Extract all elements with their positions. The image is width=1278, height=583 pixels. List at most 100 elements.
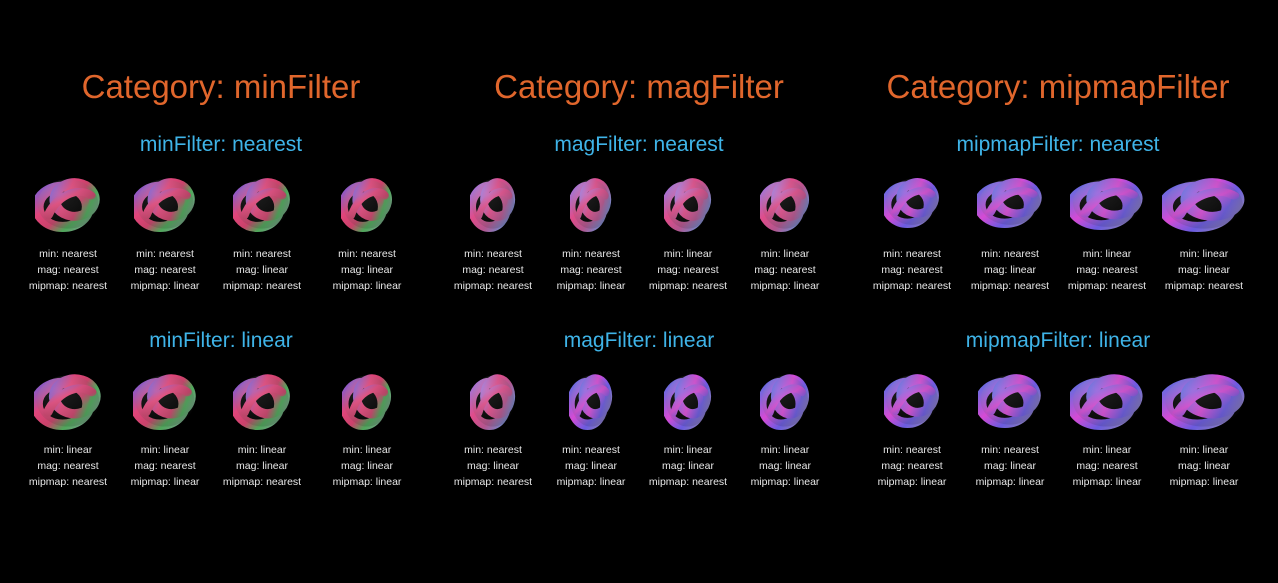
- filter-labels: min: nearest mag: nearest mipmap: neares…: [10, 246, 126, 294]
- filter-labels: min: linear mag: nearest mipmap: nearest: [10, 442, 126, 490]
- mag-label: mag: nearest: [134, 264, 196, 276]
- torus-knot-icon: [760, 374, 809, 430]
- category-minfilter: Category: minFilter minFilter: nearest m…: [11, 70, 431, 488]
- min-label: min: linear: [760, 444, 810, 456]
- min-label: min: nearest: [562, 444, 620, 456]
- torus-knot-icon: [1070, 374, 1143, 430]
- torus-knot-icon: [884, 178, 939, 228]
- group-magfilter-linear: magFilter: linear min: nearest mag: line…: [429, 329, 849, 488]
- thumbnail-cell: min: linear mag: linear mipmap: linear: [1154, 372, 1254, 492]
- category-title: Category: mipmapFilter: [886, 68, 1230, 105]
- mag-label: mag: nearest: [37, 264, 99, 276]
- min-label: min: nearest: [981, 444, 1039, 456]
- thumbnail-cell: min: linear mag: linear mipmap: nearest: [1154, 176, 1254, 296]
- min-label: min: nearest: [233, 248, 291, 260]
- mag-label: mag: nearest: [462, 264, 524, 276]
- torus-knot-icon: [342, 374, 391, 430]
- thumbnail-cell: min: linear mag: nearest mipmap: linear: [1057, 372, 1157, 492]
- category-title: Category: magFilter: [494, 68, 784, 105]
- mipmap-label: mipmap: nearest: [648, 280, 728, 292]
- mipmap-label: mipmap: nearest: [648, 476, 728, 488]
- group-title: mipmapFilter: nearest: [956, 133, 1160, 156]
- min-label: min: linear: [140, 444, 190, 456]
- mag-label: mag: linear: [759, 460, 811, 472]
- thumbnail-row: min: nearest mag: nearest mipmap: neares…: [848, 176, 1268, 296]
- group-minfilter-linear: minFilter: linear min: linear mag: neare…: [11, 330, 431, 488]
- filter-labels: min: linear mag: linear mipmap: nearest: [204, 442, 320, 490]
- mag-label: mag: linear: [984, 460, 1036, 472]
- filter-labels: min: linear mag: nearest mipmap: linear: [1049, 442, 1165, 490]
- mag-label: mag: linear: [1178, 264, 1230, 276]
- filter-labels: min: linear mag: nearest mipmap: nearest: [630, 246, 746, 294]
- mag-label: mag: nearest: [37, 460, 99, 472]
- filter-labels: min: linear mag: linear mipmap: linear: [1146, 442, 1262, 490]
- filter-labels: min: nearest mag: nearest mipmap: linear: [854, 442, 970, 490]
- min-label: min: linear: [663, 444, 713, 456]
- thumbnail-cell: min: nearest mag: linear mipmap: linear: [960, 372, 1060, 492]
- mipmap-label: mipmap: nearest: [222, 476, 302, 488]
- torus-knot-icon: [570, 178, 612, 232]
- mipmap-label: mipmap: nearest: [1164, 280, 1244, 292]
- thumbnail-cell: min: linear mag: linear mipmap: linear: [735, 372, 835, 492]
- mag-label: mag: nearest: [134, 460, 196, 472]
- filter-labels: min: nearest mag: nearest mipmap: neares…: [435, 246, 551, 294]
- torus-knot-icon: [233, 374, 290, 430]
- mipmap-label: mipmap: linear: [975, 476, 1045, 488]
- torus-knot-icon: [664, 178, 712, 232]
- mag-label: mag: nearest: [881, 264, 943, 276]
- group-title: magFilter: nearest: [554, 133, 724, 156]
- filter-labels: min: linear mag: linear mipmap: nearest: [1146, 246, 1262, 294]
- torus-knot-icon: [133, 374, 196, 430]
- mipmap-label: mipmap: nearest: [1067, 280, 1147, 292]
- filter-labels: min: nearest mag: linear mipmap: nearest: [952, 246, 1068, 294]
- thumbnail-row: min: linear mag: nearest mipmap: nearest…: [11, 372, 431, 492]
- group-magfilter-nearest: magFilter: nearest min: nearest mag: nea…: [429, 133, 849, 292]
- thumbnail-cell: min: nearest mag: nearest mipmap: neares…: [862, 176, 962, 296]
- filter-labels: min: nearest mag: linear mipmap: nearest: [204, 246, 320, 294]
- filter-labels: min: linear mag: nearest mipmap: linear: [727, 246, 843, 294]
- mag-label: mag: nearest: [560, 264, 622, 276]
- min-label: min: nearest: [464, 444, 522, 456]
- mag-label: mag: nearest: [657, 264, 719, 276]
- group-title: mipmapFilter: linear: [965, 329, 1151, 352]
- min-label: min: nearest: [883, 248, 941, 260]
- mag-label: mag: linear: [984, 264, 1036, 276]
- min-label: min: linear: [1179, 444, 1229, 456]
- torus-knot-icon: [978, 374, 1041, 428]
- group-title: magFilter: linear: [563, 329, 715, 352]
- thumbnail-cell: min: nearest mag: linear mipmap: linear: [541, 372, 641, 492]
- thumbnail-cell: min: linear mag: nearest mipmap: nearest: [1057, 176, 1157, 296]
- thumbnail-cell: min: linear mag: linear mipmap: nearest: [212, 372, 312, 492]
- mipmap-label: mipmap: nearest: [872, 280, 952, 292]
- min-label: min: nearest: [39, 248, 97, 260]
- thumbnail-row: min: nearest mag: nearest mipmap: linear…: [848, 372, 1268, 492]
- group-minfilter-nearest: minFilter: nearest min: nearest mag: nea…: [11, 134, 431, 292]
- filter-labels: min: nearest mag: linear mipmap: linear: [309, 246, 425, 294]
- min-label: min: linear: [1082, 248, 1132, 260]
- min-label: min: linear: [663, 248, 713, 260]
- filter-labels: min: linear mag: nearest mipmap: nearest: [1049, 246, 1165, 294]
- torus-knot-icon: [35, 178, 100, 232]
- thumbnail-cell: min: nearest mag: linear mipmap: nearest: [443, 372, 543, 492]
- thumbnail-cell: min: linear mag: nearest mipmap: linear: [115, 372, 215, 492]
- min-label: min: linear: [1179, 248, 1229, 260]
- torus-knot-icon: [1162, 374, 1245, 430]
- mipmap-label: mipmap: nearest: [970, 280, 1050, 292]
- min-label: min: nearest: [562, 248, 620, 260]
- mag-label: mag: linear: [236, 460, 288, 472]
- mipmap-label: mipmap: nearest: [28, 476, 108, 488]
- filter-labels: min: nearest mag: linear mipmap: linear: [952, 442, 1068, 490]
- category-magfilter: Category: magFilter magFilter: nearest m…: [429, 68, 849, 488]
- mipmap-label: mipmap: linear: [750, 476, 820, 488]
- filter-labels: min: nearest mag: linear mipmap: linear: [533, 442, 649, 490]
- filter-labels: min: linear mag: linear mipmap: linear: [309, 442, 425, 490]
- torus-knot-icon: [977, 178, 1042, 228]
- thumbnail-row: min: nearest mag: linear mipmap: nearest…: [429, 372, 849, 492]
- mipmap-label: mipmap: linear: [332, 280, 402, 292]
- thumbnail-cell: min: nearest mag: nearest mipmap: neares…: [443, 176, 543, 296]
- min-label: min: linear: [760, 248, 810, 260]
- min-label: min: nearest: [981, 248, 1039, 260]
- torus-knot-icon: [884, 374, 939, 428]
- min-label: min: nearest: [464, 248, 522, 260]
- torus-knot-icon: [760, 178, 809, 232]
